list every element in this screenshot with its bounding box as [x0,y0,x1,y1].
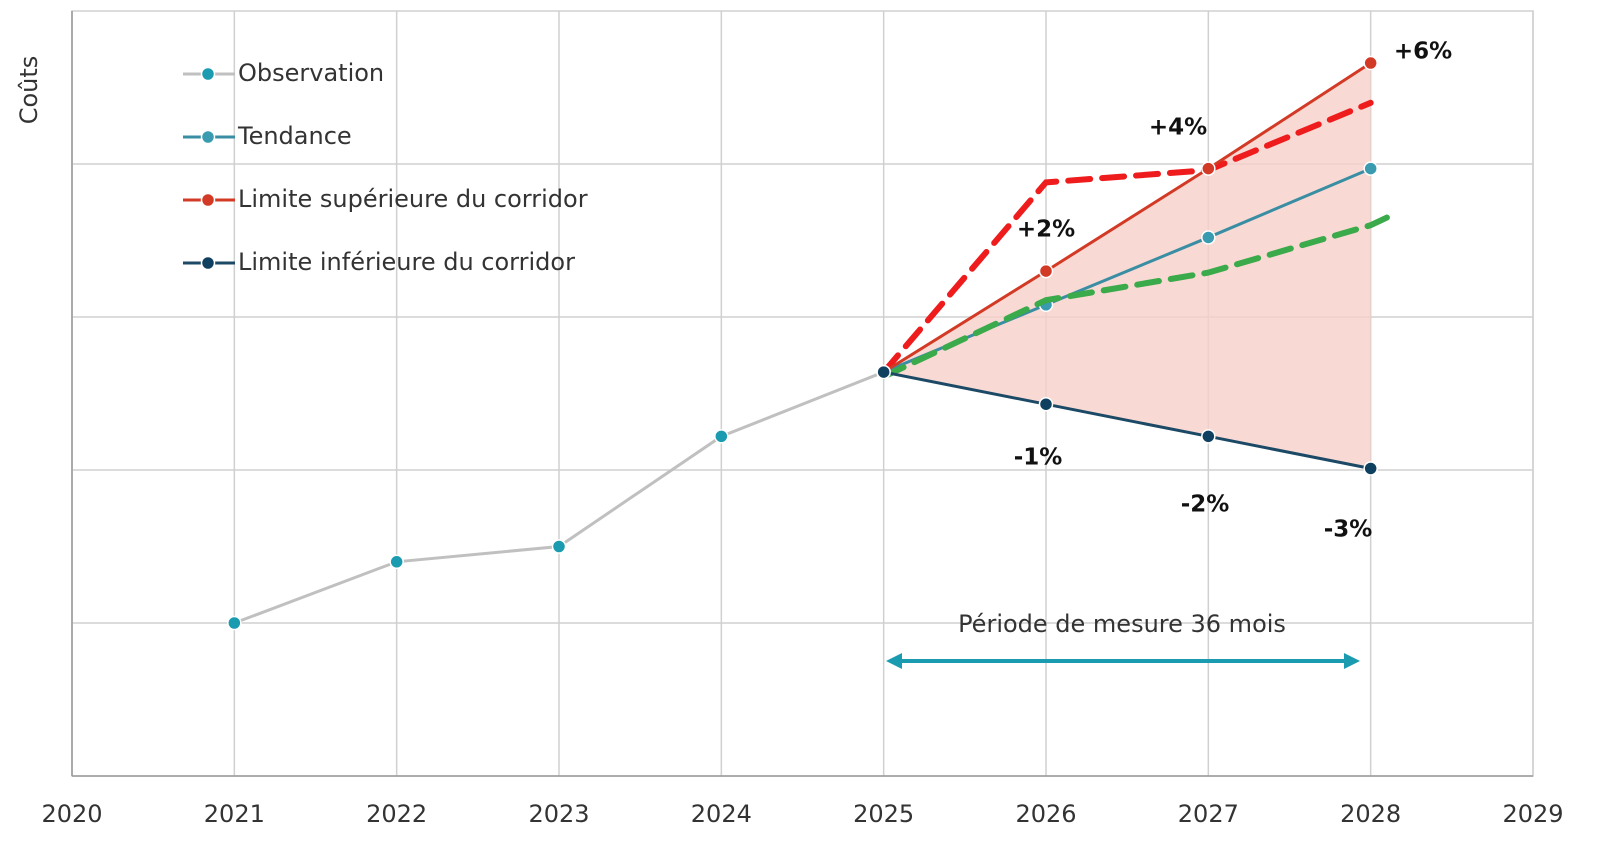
series-marker [1363,461,1378,476]
series-marker [389,554,404,570]
legend-label: Limite supérieure du corridor [238,185,588,213]
annotation: -1% [1014,445,1063,471]
x-tick-label: 2020 [41,800,102,828]
arrow-head [886,653,902,669]
series-marker [1038,263,1054,279]
legend-marker [200,129,216,145]
legend-label: Tendance [237,122,352,150]
x-tick-label: 2023 [528,800,589,828]
series-marker [1201,230,1216,245]
x-tick-label: 2029 [1502,800,1563,828]
series-marker [1363,161,1378,176]
corridor-area [883,63,1371,469]
x-tick-label: 2026 [1015,800,1076,828]
period-label: Période de mesure 36 mois [958,610,1286,638]
legend-marker [200,192,216,208]
legend-marker [200,66,216,82]
annotation: -2% [1181,492,1230,518]
series-marker [1201,161,1216,176]
annotation: +6% [1394,39,1452,65]
series-line [880,99,1374,376]
x-tick-label: 2027 [1178,800,1239,828]
x-tick-label: 2025 [853,800,914,828]
annotation: +2% [1017,217,1075,243]
annotation: -3% [1324,517,1373,543]
series-line [882,370,1373,470]
series-marker [1363,55,1378,71]
legend-label: Observation [238,59,384,87]
legend-marker [200,255,216,271]
arrow-head [1344,653,1360,669]
series-marker [876,364,891,380]
annotation: +4% [1149,115,1207,141]
series-marker [227,615,242,631]
x-tick-label: 2024 [691,800,752,828]
legend-label: Limite inférieure du corridor [238,248,575,276]
x-tick-label: 2021 [204,800,265,828]
series-line [882,61,1373,374]
series-marker [1201,429,1216,444]
series-marker [714,429,729,444]
y-axis-label: Coûts [15,56,43,125]
series-line [880,214,1390,380]
series-marker [551,539,567,554]
x-tick-label: 2028 [1340,800,1401,828]
series-marker [1038,396,1054,412]
x-tick-label: 2022 [366,800,427,828]
